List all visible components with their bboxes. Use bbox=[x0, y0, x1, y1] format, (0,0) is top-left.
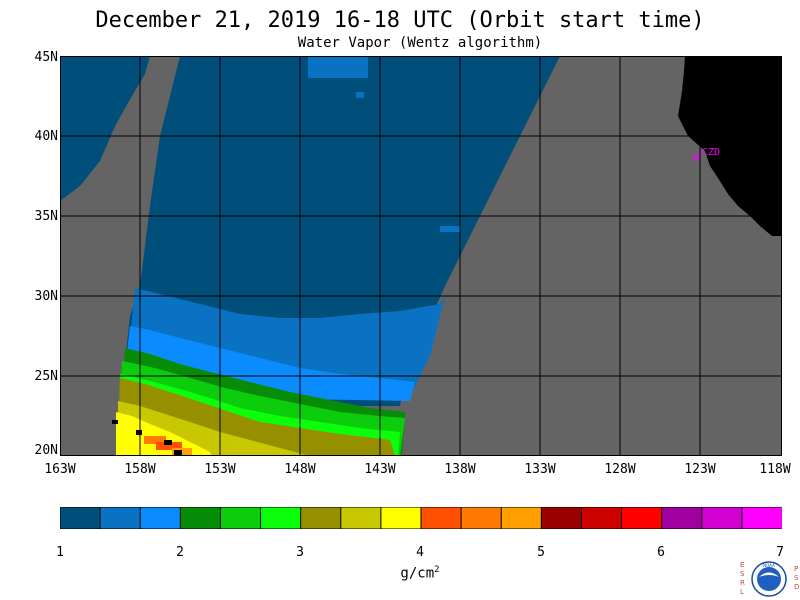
scale-swatch bbox=[60, 507, 102, 529]
scale-tick-4: 4 bbox=[416, 545, 424, 560]
island-2 bbox=[136, 430, 142, 435]
map-subtitle: Water Vapor (Wentz algorithm) bbox=[297, 35, 543, 51]
land-california bbox=[678, 56, 782, 236]
scale-swatch bbox=[621, 507, 663, 529]
color-scale-bar bbox=[60, 507, 782, 529]
scale-swatch bbox=[540, 507, 583, 529]
logo-letter: D bbox=[794, 583, 799, 591]
lon-label-163w: 163W bbox=[44, 462, 76, 477]
logo-letter: L bbox=[740, 588, 744, 596]
scale-tick-2: 2 bbox=[176, 545, 184, 560]
island-1 bbox=[112, 420, 118, 424]
lon-label-133w: 133W bbox=[524, 462, 556, 477]
scale-tick-5: 5 bbox=[537, 545, 545, 560]
lon-label-143w: 143W bbox=[364, 462, 396, 477]
scale-swatch bbox=[139, 507, 182, 529]
lon-label-158w: 158W bbox=[124, 462, 156, 477]
scale-swatch bbox=[219, 507, 262, 529]
water-vapor-map: CZD bbox=[60, 56, 782, 456]
orange-spot-2 bbox=[156, 442, 182, 450]
lon-label-153w: 153W bbox=[204, 462, 236, 477]
orange-spot-1 bbox=[144, 436, 166, 444]
lon-label-128w: 128W bbox=[604, 462, 636, 477]
lon-label-148w: 148W bbox=[284, 462, 316, 477]
units-label: g/cm2 bbox=[380, 565, 460, 582]
scale-swatch bbox=[420, 507, 463, 529]
lon-label-118w: 118W bbox=[759, 462, 791, 477]
map-border bbox=[60, 56, 782, 456]
logo-letter: P bbox=[794, 565, 798, 573]
units-base: g/cm bbox=[400, 565, 435, 582]
scale-swatch bbox=[580, 507, 623, 529]
scale-swatch bbox=[500, 507, 543, 529]
logo-letter: S bbox=[740, 570, 745, 578]
station-label: CZD bbox=[702, 147, 720, 158]
scale-swatch bbox=[380, 507, 423, 529]
logo-inner bbox=[757, 567, 781, 591]
scale-swatch bbox=[260, 507, 302, 529]
logo-center-text: NOAA bbox=[763, 563, 775, 568]
lat-label-25n: 25N bbox=[34, 369, 58, 384]
speckle-2 bbox=[356, 92, 364, 98]
map-title: December 21, 2019 16-18 UTC (Orbit start… bbox=[95, 8, 705, 33]
scale-swatch bbox=[300, 507, 342, 529]
scale-tick-6: 6 bbox=[657, 545, 665, 560]
lon-label-138w: 138W bbox=[444, 462, 476, 477]
scale-swatch bbox=[701, 507, 743, 529]
units-exponent: 2 bbox=[434, 565, 440, 575]
island-4 bbox=[174, 450, 182, 456]
logo-letter: R bbox=[740, 579, 745, 587]
lat-label-30n: 30N bbox=[34, 289, 58, 304]
lat-label-35n: 35N bbox=[34, 209, 58, 224]
speckle-3 bbox=[440, 226, 460, 232]
lat-label-45n: 45N bbox=[34, 50, 58, 65]
scale-swatch bbox=[460, 507, 503, 529]
logo-bird-icon bbox=[759, 572, 779, 577]
scale-tick-3: 3 bbox=[296, 545, 304, 560]
lat-label-40n: 40N bbox=[34, 129, 58, 144]
scale-swatch bbox=[340, 507, 382, 529]
island-3 bbox=[164, 440, 172, 445]
scale-swatch bbox=[99, 507, 142, 529]
scale-tick-1: 1 bbox=[56, 545, 64, 560]
logo-letter: E bbox=[740, 561, 744, 569]
swath-left-fragment bbox=[60, 56, 150, 201]
lon-label-123w: 123W bbox=[684, 462, 716, 477]
main-swath bbox=[112, 56, 560, 456]
scale-tick-7: 7 bbox=[776, 545, 784, 560]
logo-letter: S bbox=[794, 574, 799, 582]
lat-label-20n: 20N bbox=[34, 443, 58, 458]
speckle-1 bbox=[308, 56, 368, 78]
grid-lines bbox=[60, 56, 782, 456]
scale-swatch bbox=[179, 507, 222, 529]
scale-swatch bbox=[661, 507, 703, 529]
scale-swatch bbox=[741, 507, 782, 529]
